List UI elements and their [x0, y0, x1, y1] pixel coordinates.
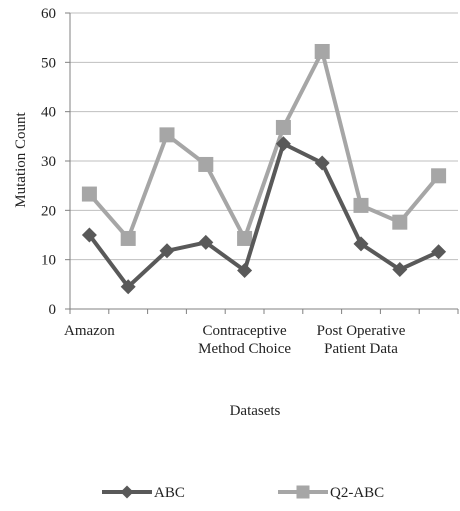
data-point: [120, 485, 134, 499]
y-axis-title: Mutation Count: [13, 111, 29, 207]
y-tick-label: 30: [41, 154, 56, 170]
legend-label: Q2-ABC: [330, 485, 384, 501]
y-tick-label: 60: [41, 6, 56, 22]
data-point: [314, 43, 330, 59]
x-tick-label: Contraceptive Method Choice: [198, 323, 291, 357]
data-point: [198, 156, 214, 172]
series-q2-abc: [81, 43, 447, 246]
data-point: [237, 263, 253, 279]
x-tick-labels: Amazon Contraceptive Method Choice Post Ope…: [64, 323, 406, 357]
data-point: [81, 186, 97, 202]
data-point: [392, 214, 408, 230]
series-line: [87, 49, 441, 241]
gridlines: [70, 12, 458, 261]
series-abc: [81, 136, 447, 295]
data-series: [81, 43, 447, 295]
y-tick-label: 20: [41, 203, 56, 219]
data-point: [159, 127, 175, 143]
x-tick-label: Amazon: [64, 323, 115, 339]
data-point: [314, 155, 330, 171]
legend: ABC Q2-ABC: [102, 485, 384, 501]
data-point: [275, 136, 291, 152]
data-point: [275, 119, 291, 135]
data-point: [353, 236, 369, 252]
legend-label: ABC: [154, 485, 185, 501]
x-tick-label: Post Operative Patient Data: [317, 323, 406, 357]
series-line: [87, 141, 440, 289]
y-tick-label: 50: [41, 55, 56, 71]
y-tick-label: 10: [41, 253, 56, 269]
data-point: [159, 243, 175, 259]
y-tick-label: 40: [41, 105, 56, 121]
data-point: [296, 485, 310, 499]
data-point: [353, 197, 369, 213]
y-tick-labels: 0 10 20 30 40 50 60: [41, 6, 56, 318]
data-point: [198, 234, 214, 250]
data-point: [431, 168, 447, 184]
x-axis-title: Datasets: [230, 403, 281, 419]
data-point: [237, 230, 253, 246]
data-point: [120, 230, 136, 246]
data-point: [120, 279, 136, 295]
axes: [65, 12, 459, 314]
data-point: [81, 227, 97, 243]
data-point: [392, 262, 408, 278]
legend-item: Q2-ABC: [278, 485, 384, 501]
data-point: [431, 244, 447, 260]
legend-item: ABC: [102, 485, 185, 501]
y-tick-label: 0: [49, 302, 57, 318]
